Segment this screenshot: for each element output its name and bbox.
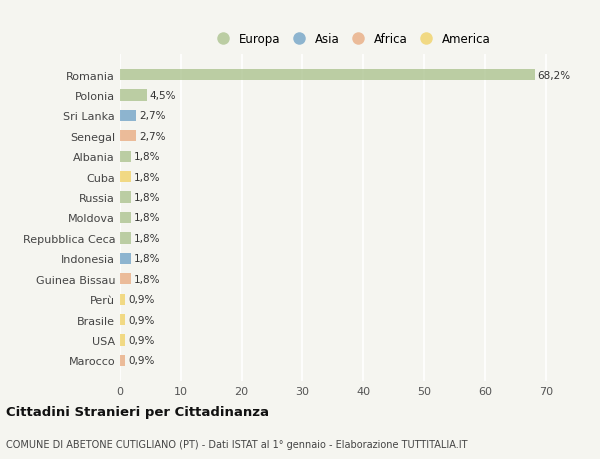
Bar (120, 70, 535, 81)
Text: COMUNE DI ABETONE CUTIGLIANO (PT) - Dati ISTAT al 1° gennaio - Elaborazione TUTT: COMUNE DI ABETONE CUTIGLIANO (PT) - Dati… (6, 440, 467, 449)
Text: 0,9%: 0,9% (128, 335, 154, 345)
Bar (120, 90, 148, 101)
Bar (120, 151, 131, 162)
Bar (120, 274, 131, 285)
Bar (120, 294, 125, 305)
Text: 1,8%: 1,8% (133, 274, 160, 284)
Text: 0,9%: 0,9% (128, 315, 154, 325)
Text: 68,2%: 68,2% (537, 71, 571, 80)
Bar (120, 253, 131, 264)
Legend: Europa, Asia, Africa, America: Europa, Asia, Africa, America (207, 28, 495, 51)
Text: 2,7%: 2,7% (139, 111, 166, 121)
Bar (120, 172, 131, 183)
Text: 4,5%: 4,5% (150, 91, 176, 101)
Text: 1,8%: 1,8% (133, 254, 160, 264)
Bar (120, 314, 125, 325)
Bar (120, 233, 131, 244)
Text: 1,8%: 1,8% (133, 213, 160, 223)
Bar (120, 111, 136, 122)
Bar (120, 131, 136, 142)
Bar (120, 355, 125, 366)
Text: 1,8%: 1,8% (133, 233, 160, 243)
Text: 2,7%: 2,7% (139, 132, 166, 141)
Bar (120, 335, 125, 346)
Text: 1,8%: 1,8% (133, 172, 160, 182)
Text: 0,9%: 0,9% (128, 295, 154, 304)
Text: 1,8%: 1,8% (133, 152, 160, 162)
Bar (120, 192, 131, 203)
Text: 0,9%: 0,9% (128, 356, 154, 365)
Bar (120, 213, 131, 224)
Text: Cittadini Stranieri per Cittadinanza: Cittadini Stranieri per Cittadinanza (6, 405, 269, 419)
Text: 1,8%: 1,8% (133, 193, 160, 203)
